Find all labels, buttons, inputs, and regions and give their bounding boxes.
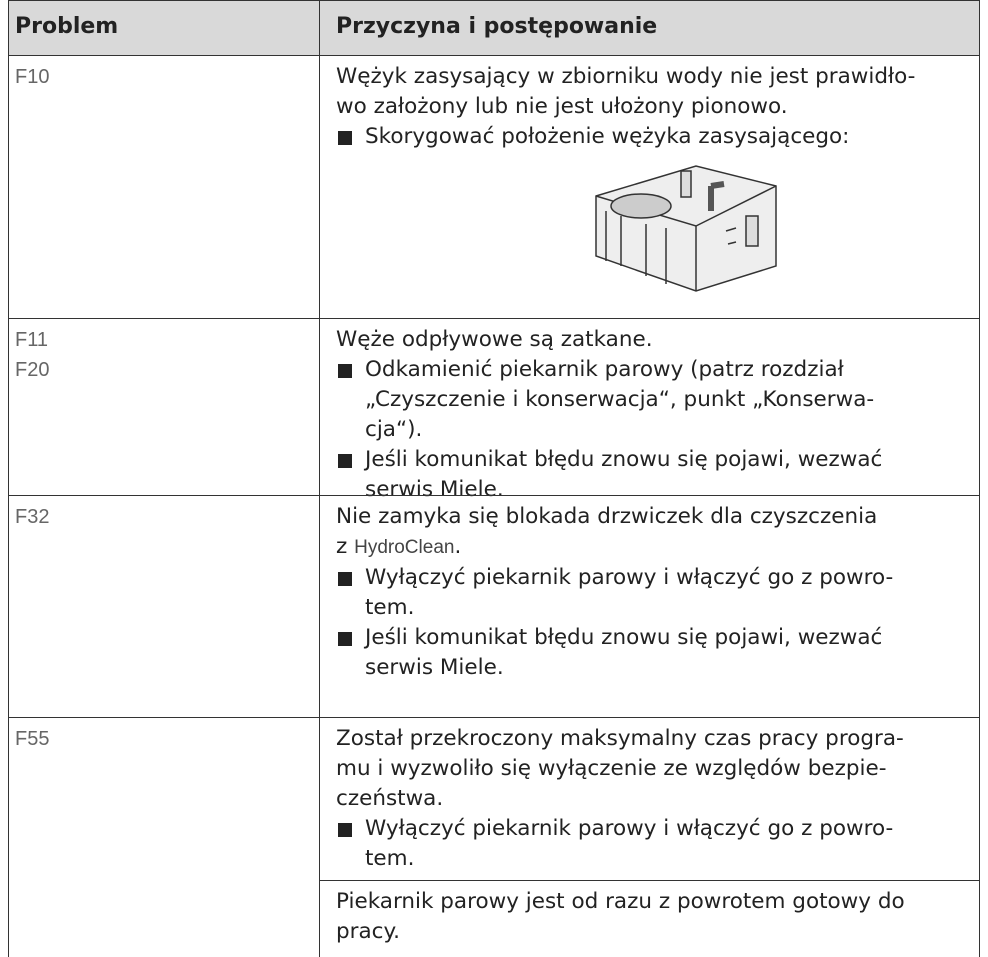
text-line: serwis Miele. xyxy=(365,477,504,502)
text-line: tem. xyxy=(365,846,415,871)
text-line: cja“). xyxy=(365,417,423,442)
description-cell: Wężyk zasysający w zbiorniku wody nie je… xyxy=(320,56,980,319)
code: F32 xyxy=(15,506,50,528)
code: F20 xyxy=(15,359,50,381)
paragraph: Został przekroczony maksymalny czas prac… xyxy=(336,724,963,814)
text: z xyxy=(336,534,355,559)
table-row: F32 Nie zamyka się blokada drzwiczek dla… xyxy=(8,495,980,718)
text-line: Skorygować położenie wężyka zasysającego… xyxy=(365,124,850,149)
code: F55 xyxy=(15,728,50,750)
table-header: Problem Przyczyna i postępowanie xyxy=(8,0,980,56)
header-cell: Przyczyna i postępowanie xyxy=(320,1,980,55)
text-line: Wyłączyć piekarnik parowy i włączyć go z… xyxy=(365,565,894,590)
description-cell: Węże odpływowe są zatkane. Odkamienić pi… xyxy=(320,319,980,502)
table-row: F10 Wężyk zasysający w zbiorniku wody ni… xyxy=(8,55,980,319)
paragraph: Nie zamyka się blokada drzwiczek dla czy… xyxy=(336,502,963,563)
bullet-item: Wyłączyć piekarnik parowy i włączyć go z… xyxy=(336,563,963,623)
description-cell: Został przekroczony maksymalny czas prac… xyxy=(320,718,980,957)
code: F10 xyxy=(15,66,50,88)
text-line: mu i wyzwoliło się wyłączenie ze względó… xyxy=(336,756,887,781)
table-row: F55 Został przekroczony maksymalny czas … xyxy=(8,717,980,957)
text-line: Wyłączyć piekarnik parowy i włączyć go z… xyxy=(365,816,894,841)
text-line: pracy. xyxy=(336,919,400,944)
text-line: wo założony lub nie jest ułożony pionowo… xyxy=(336,94,788,119)
text-line: „Czyszczenie i konserwacja“, punkt „Kons… xyxy=(365,387,875,412)
text-line: serwis Miele. xyxy=(365,655,504,680)
description-cell: Nie zamyka się blokada drzwiczek dla czy… xyxy=(320,496,980,718)
paragraph: Piekarnik parowy jest od razu z powrotem… xyxy=(336,887,963,947)
bullet-item: Skorygować położenie wężyka zasysającego… xyxy=(336,122,963,152)
bullet-item: Jeśli komunikat błędu znowu się pojawi, … xyxy=(336,623,963,683)
text-line: Jeśli komunikat błędu znowu się pojawi, … xyxy=(365,625,883,650)
text-line: Wężyk zasysający w zbiorniku wody nie je… xyxy=(336,64,916,89)
paragraph: Węże odpływowe są zatkane. xyxy=(336,325,963,355)
text: . xyxy=(454,534,462,559)
separator xyxy=(320,880,979,881)
text-line: Węże odpływowe są zatkane. xyxy=(336,327,653,352)
code-cell: F55 xyxy=(8,718,320,957)
bullet-item: Odkamienić piekarnik parowy (patrz rozdz… xyxy=(336,355,963,445)
code: F11 xyxy=(15,329,48,351)
code-cell: F32 xyxy=(8,496,320,718)
text-line: Nie zamyka się blokada drzwiczek dla czy… xyxy=(336,504,878,529)
text-line: z HydroClean. xyxy=(336,532,963,563)
text-line: Jeśli komunikat błędu znowu się pojawi, … xyxy=(365,447,883,472)
text-line: czeństwa. xyxy=(336,786,444,811)
code-cell: F11 F20 xyxy=(8,319,320,496)
text-line: Odkamienić piekarnik parowy (patrz rozdz… xyxy=(365,357,844,382)
program-name: HydroClean xyxy=(354,537,455,558)
text-line: Piekarnik parowy jest od razu z powrotem… xyxy=(336,889,905,914)
water-tank-illustration xyxy=(595,165,777,292)
table-row: F11 F20 Węże odpływowe są zatkane. Odkami… xyxy=(8,318,980,502)
bullet-item: Wyłączyć piekarnik parowy i włączyć go z… xyxy=(336,814,963,874)
code-cell: F10 xyxy=(8,56,320,319)
paragraph: Wężyk zasysający w zbiorniku wody nie je… xyxy=(336,62,963,122)
bullet-item: Jeśli komunikat błędu znowu się pojawi, … xyxy=(336,445,963,505)
text-line: tem. xyxy=(365,595,415,620)
header-cell: Problem xyxy=(8,1,320,55)
text-line: Został przekroczony maksymalny czas prac… xyxy=(336,726,904,751)
